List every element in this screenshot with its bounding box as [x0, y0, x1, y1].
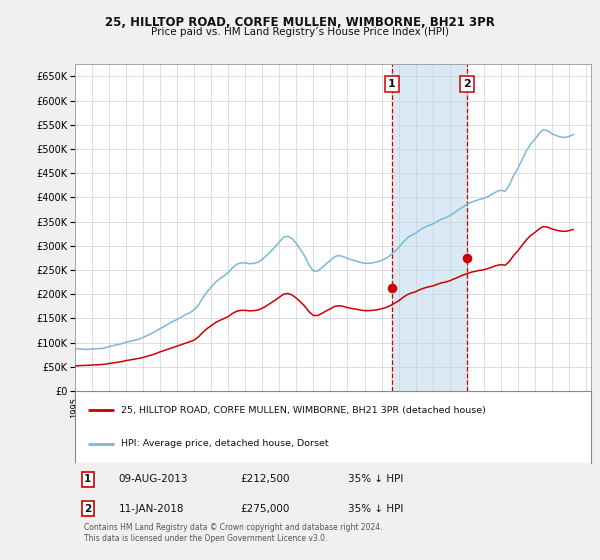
- Point: [387, 284, 397, 293]
- Text: Contains HM Land Registry data © Crown copyright and database right 2024.
This d: Contains HM Land Registry data © Crown c…: [84, 522, 383, 543]
- Text: £212,500: £212,500: [240, 474, 290, 484]
- Text: 2: 2: [84, 503, 92, 514]
- Point: [463, 254, 472, 263]
- Text: 1: 1: [388, 79, 395, 89]
- Text: 25, HILLTOP ROAD, CORFE MULLEN, WIMBORNE, BH21 3PR (detached house): 25, HILLTOP ROAD, CORFE MULLEN, WIMBORNE…: [121, 406, 487, 415]
- Text: 1: 1: [84, 474, 92, 484]
- Text: 35% ↓ HPI: 35% ↓ HPI: [349, 474, 404, 484]
- Text: 11-JAN-2018: 11-JAN-2018: [119, 503, 184, 514]
- Text: 09-AUG-2013: 09-AUG-2013: [119, 474, 188, 484]
- Text: Price paid vs. HM Land Registry’s House Price Index (HPI): Price paid vs. HM Land Registry’s House …: [151, 27, 449, 37]
- Text: 2: 2: [463, 79, 471, 89]
- Text: HPI: Average price, detached house, Dorset: HPI: Average price, detached house, Dors…: [121, 439, 329, 448]
- Text: 35% ↓ HPI: 35% ↓ HPI: [349, 503, 404, 514]
- Text: 25, HILLTOP ROAD, CORFE MULLEN, WIMBORNE, BH21 3PR: 25, HILLTOP ROAD, CORFE MULLEN, WIMBORNE…: [105, 16, 495, 29]
- Bar: [392, 64, 467, 391]
- Text: £275,000: £275,000: [240, 503, 289, 514]
